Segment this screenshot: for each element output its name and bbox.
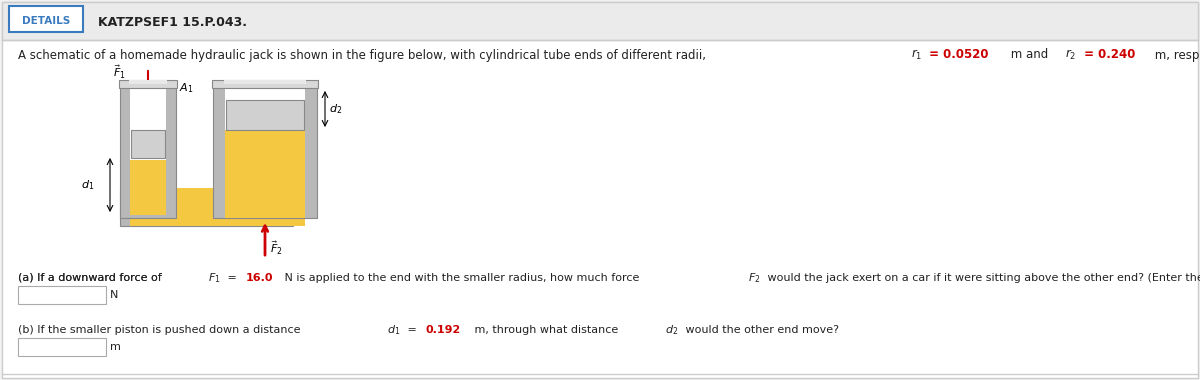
Bar	[130, 80, 167, 84]
Text: m: m	[110, 342, 121, 352]
Bar	[130, 160, 166, 215]
Wedge shape	[148, 199, 170, 221]
Text: DETAILS: DETAILS	[22, 16, 70, 26]
Text: $r_1$: $r_1$	[911, 48, 922, 62]
Bar	[18, 338, 106, 356]
Bar	[119, 80, 178, 88]
Text: N is applied to the end with the smaller radius, how much force: N is applied to the end with the smaller…	[281, 273, 643, 283]
Text: m, respectively.: m, respectively.	[1151, 49, 1200, 62]
Bar	[120, 83, 176, 218]
Text: $\vec{F}_1$: $\vec{F}_1$	[113, 63, 126, 81]
Bar	[130, 195, 305, 218]
Bar	[226, 100, 304, 130]
Text: N: N	[110, 290, 119, 300]
Bar	[212, 80, 318, 88]
Text: would the jack exert on a car if it were sitting above the other end? (Enter the: would the jack exert on a car if it were…	[764, 273, 1200, 283]
Bar	[131, 130, 166, 158]
Bar	[226, 83, 305, 130]
Text: $A_2$: $A_2$	[257, 81, 271, 95]
Bar	[130, 155, 166, 215]
Text: (a) If a downward force of: (a) If a downward force of	[18, 273, 166, 283]
Bar	[226, 130, 305, 218]
Text: $F_2$: $F_2$	[748, 271, 761, 285]
Text: = 0.240: = 0.240	[1080, 49, 1135, 62]
Text: $A_1$: $A_1$	[179, 81, 193, 95]
Bar	[214, 83, 317, 218]
Text: $r_2$: $r_2$	[1066, 48, 1076, 62]
Text: $d_1$: $d_1$	[388, 323, 401, 337]
Wedge shape	[160, 211, 170, 221]
Text: m and: m and	[1007, 49, 1052, 62]
Text: =: =	[404, 325, 420, 335]
Text: 16.0: 16.0	[246, 273, 272, 283]
Text: would the other end move?: would the other end move?	[683, 325, 839, 335]
Text: A schematic of a homemade hydraulic jack is shown in the figure below, with cyli: A schematic of a homemade hydraulic jack…	[18, 49, 709, 62]
Text: $F_1$: $F_1$	[208, 271, 221, 285]
Text: $d_1$: $d_1$	[80, 178, 94, 192]
Bar	[130, 188, 305, 226]
Text: $\vec{F}_2$: $\vec{F}_2$	[270, 239, 283, 257]
Text: =: =	[224, 273, 241, 283]
Bar	[224, 80, 306, 84]
Bar	[226, 130, 305, 215]
Text: $d_2$: $d_2$	[329, 102, 342, 116]
Text: m, through what distance: m, through what distance	[470, 325, 622, 335]
Bar	[130, 83, 166, 160]
Text: (a) If a downward force of: (a) If a downward force of	[18, 273, 166, 283]
Bar	[18, 286, 106, 304]
FancyBboxPatch shape	[10, 6, 83, 32]
Text: = 0.0520: = 0.0520	[925, 49, 989, 62]
Text: KATZPSEF1 15.P.043.: KATZPSEF1 15.P.043.	[98, 16, 247, 28]
Bar	[2, 2, 1198, 40]
Text: 0.192: 0.192	[425, 325, 461, 335]
Text: $d_2$: $d_2$	[665, 323, 678, 337]
Bar	[120, 190, 293, 226]
Text: (b) If the smaller piston is pushed down a distance: (b) If the smaller piston is pushed down…	[18, 325, 304, 335]
